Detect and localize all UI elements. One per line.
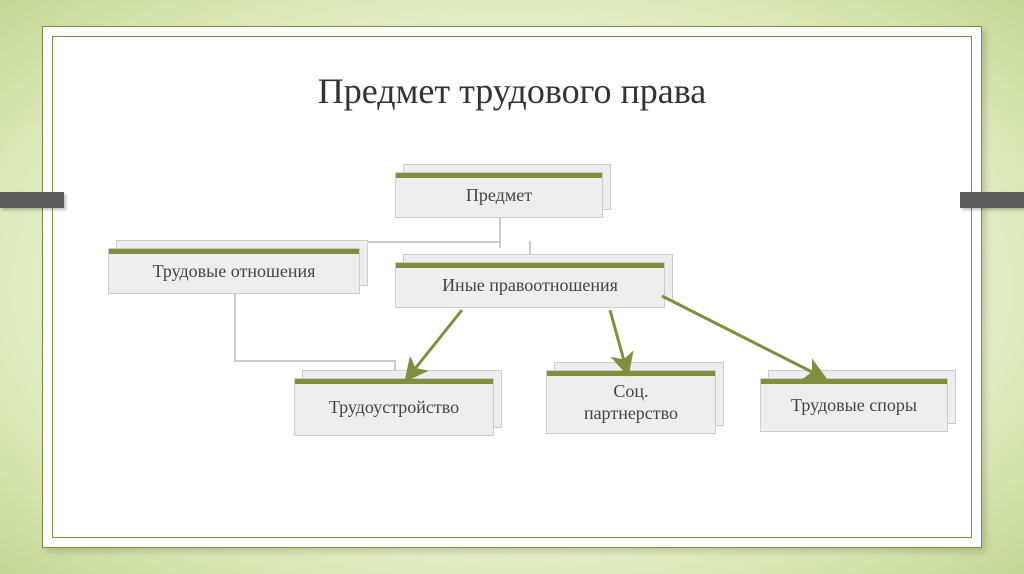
node-accent xyxy=(547,371,715,376)
node-c3: Трудовые споры xyxy=(760,378,948,432)
node-c1: Трудоустройство xyxy=(294,378,494,436)
node-label: Иные правоотношения xyxy=(442,274,618,297)
node-right: Иные правоотношения xyxy=(395,262,665,308)
page-title: Предмет трудового права xyxy=(0,70,1024,112)
node-label: Предмет xyxy=(466,184,532,207)
node-accent xyxy=(109,249,359,254)
node-accent xyxy=(396,173,602,178)
node-label: Трудоустройство xyxy=(329,396,459,419)
node-c2: Соц.партнерство xyxy=(546,370,716,434)
node-label: Соц.партнерство xyxy=(584,380,678,425)
node-label: Трудовые споры xyxy=(791,394,917,417)
node-accent xyxy=(295,379,493,384)
node-label: Трудовые отношения xyxy=(153,260,316,283)
connector-line xyxy=(234,294,236,360)
decoration-bar-left xyxy=(0,192,64,208)
connector-line xyxy=(499,218,501,248)
node-root: Предмет xyxy=(395,172,603,218)
connector-line xyxy=(234,360,394,362)
node-accent xyxy=(396,263,664,268)
decoration-bar-right xyxy=(960,192,1024,208)
node-accent xyxy=(761,379,947,384)
node-left: Трудовые отношения xyxy=(108,248,360,294)
